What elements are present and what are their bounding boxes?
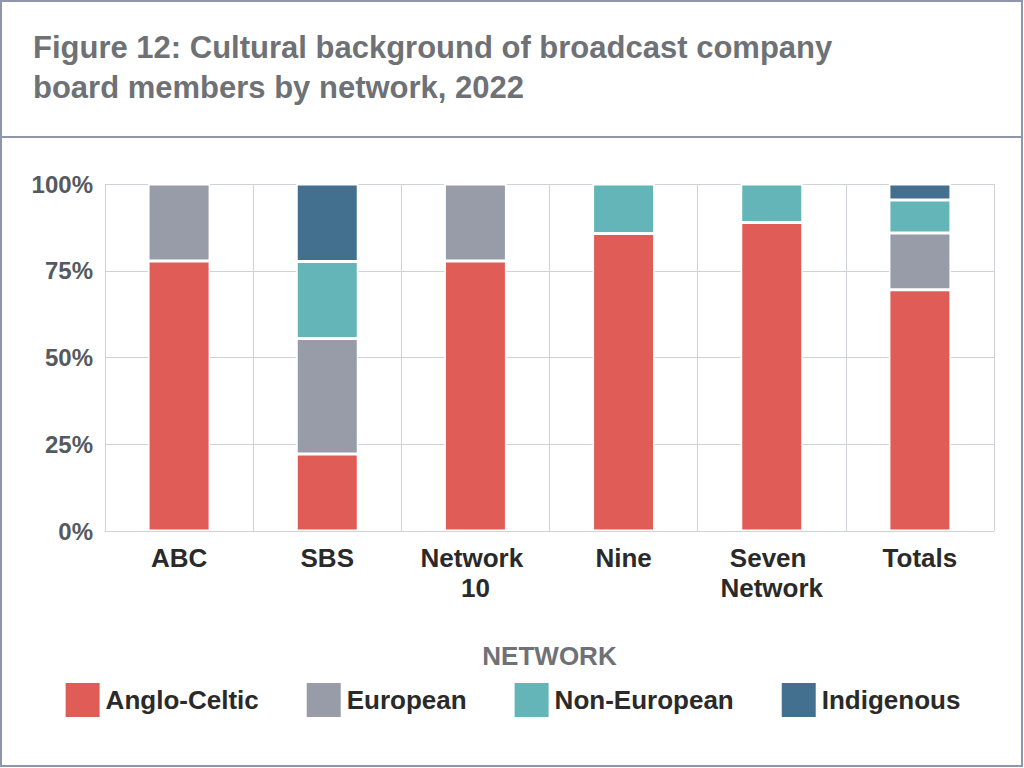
svg-text:Indigenous: Indigenous bbox=[822, 685, 961, 715]
svg-text:ABC: ABC bbox=[151, 543, 208, 573]
svg-text:50%: 50% bbox=[45, 344, 93, 371]
svg-text:board members by network, 2022: board members by network, 2022 bbox=[33, 70, 524, 105]
svg-text:75%: 75% bbox=[45, 257, 93, 284]
svg-text:Seven: Seven bbox=[730, 543, 814, 573]
svg-text:Anglo-Celtic: Anglo-Celtic bbox=[106, 685, 259, 715]
svg-text:Network: Network bbox=[720, 573, 823, 603]
svg-text:Nine: Nine bbox=[595, 543, 651, 573]
svg-text:100%: 100% bbox=[32, 171, 93, 198]
svg-text:European: European bbox=[347, 685, 467, 715]
svg-text:Figure 12: Cultural background: Figure 12: Cultural background of broadc… bbox=[33, 30, 841, 65]
svg-text:10: 10 bbox=[461, 573, 490, 603]
svg-text:0%: 0% bbox=[58, 518, 93, 545]
svg-text:Non-European: Non-European bbox=[555, 685, 734, 715]
svg-text:Network: Network bbox=[421, 543, 531, 573]
svg-text:SBS: SBS bbox=[301, 543, 354, 573]
svg-text:Totals: Totals bbox=[883, 543, 958, 573]
svg-text:25%: 25% bbox=[45, 431, 93, 458]
svg-text:NETWORK: NETWORK bbox=[482, 641, 617, 671]
